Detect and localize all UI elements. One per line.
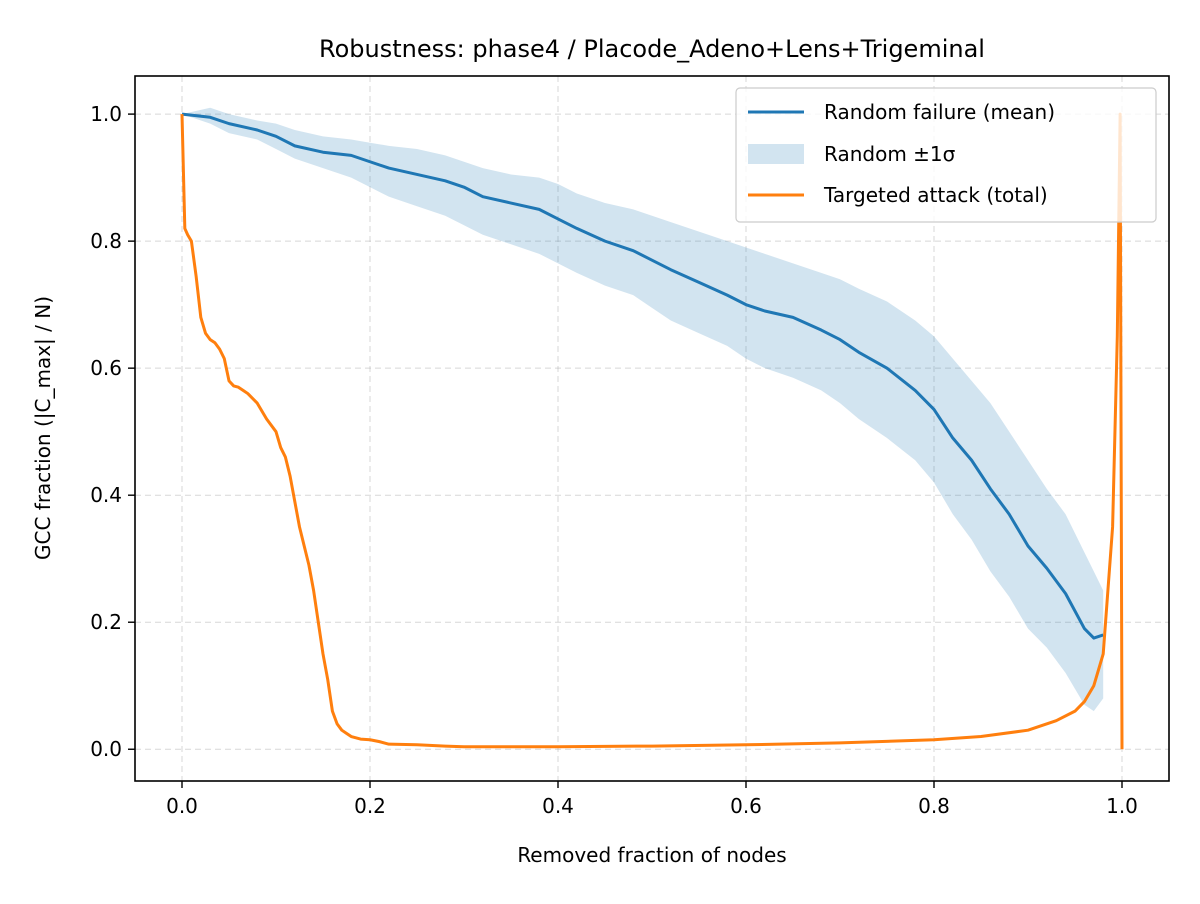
x-tick-label: 0.2	[354, 794, 386, 818]
x-tick-label: 0.0	[166, 794, 198, 818]
y-tick-label: 0.6	[90, 356, 122, 380]
legend: Random failure (mean) Random ±1σ Targete…	[735, 87, 1157, 223]
y-tick-label: 0.8	[90, 229, 122, 253]
axes-frame	[134, 75, 1170, 782]
legend-box	[735, 87, 1157, 223]
y-tick-label: 0.4	[90, 483, 122, 507]
y-tick-label: 1.0	[90, 102, 122, 126]
y-tick-label: 0.0	[90, 737, 122, 761]
legend-label-targeted: Targeted attack (total)	[823, 183, 1048, 207]
random-mean-line	[181, 112, 1104, 640]
x-tick-label: 1.0	[1106, 794, 1138, 818]
x-axis-label: Removed fraction of nodes	[517, 843, 786, 867]
tick-layer: 0.0 0.2 0.4 0.6 0.8 1.0 0.0 0.2 0.4 0.6 0.8 1.0	[90, 102, 1138, 818]
chart-title: Robustness: phase4 / Placode_Adeno+Lens+…	[319, 35, 985, 63]
random-std-band	[182, 107, 1104, 712]
x-tick-label: 0.6	[730, 794, 762, 818]
targeted-attack-line	[180, 112, 1124, 750]
legend-swatch-random-band	[748, 144, 804, 164]
y-tick-label: 0.2	[90, 610, 122, 634]
y-axis-label: GCC fraction (|C_max| / N)	[31, 296, 55, 560]
x-tick-label: 0.4	[542, 794, 574, 818]
legend-label-random-band: Random ±1σ	[824, 142, 956, 166]
x-tick-label: 0.8	[918, 794, 950, 818]
legend-label-random-mean: Random failure (mean)	[824, 100, 1055, 124]
series-layer	[180, 107, 1124, 750]
